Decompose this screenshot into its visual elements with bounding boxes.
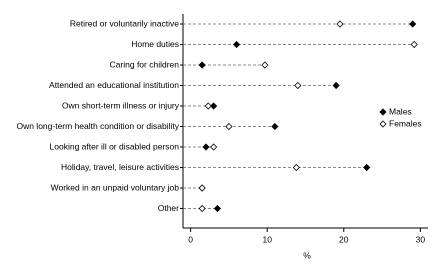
category-label: Own short-term illness or injury [62,100,180,110]
category-label: Own long-term health condition or disabi… [16,121,179,131]
x-tick-label: 20 [339,234,349,244]
category-label: Holiday, travel, leisure activities [61,162,179,172]
point [233,40,241,49]
point [210,102,218,110]
category-label: Worked in an unpaid voluntary job [51,182,180,192]
x-tick-label: 0 [188,234,193,244]
x-tick-label: 30 [416,234,426,244]
legend-label: Males [389,106,412,116]
legend-marker [379,108,387,116]
category-label: Retired or voluntarily inactive [70,18,179,28]
category-label: Attended an educational institution [49,80,179,90]
point [292,163,300,172]
category-label: Other [158,203,179,213]
point [363,163,371,172]
point [336,20,344,28]
category-label: Caring for children [110,59,180,69]
point [198,61,206,69]
point [261,61,269,69]
legend-label: Females [389,118,422,128]
point [225,122,233,131]
point [198,204,206,213]
legend-marker [379,120,387,128]
point [213,204,222,213]
x-axis-label: % [303,250,311,260]
point [204,102,212,110]
point [271,122,279,131]
point [202,143,210,151]
point [294,81,302,90]
point [210,143,218,151]
point [332,81,340,90]
x-tick-label: 10 [262,234,272,244]
category-label: Looking after ill or disabled person [50,141,180,151]
category-label: Home duties [131,39,179,49]
point [410,40,418,49]
point [409,20,417,28]
point [198,184,206,192]
